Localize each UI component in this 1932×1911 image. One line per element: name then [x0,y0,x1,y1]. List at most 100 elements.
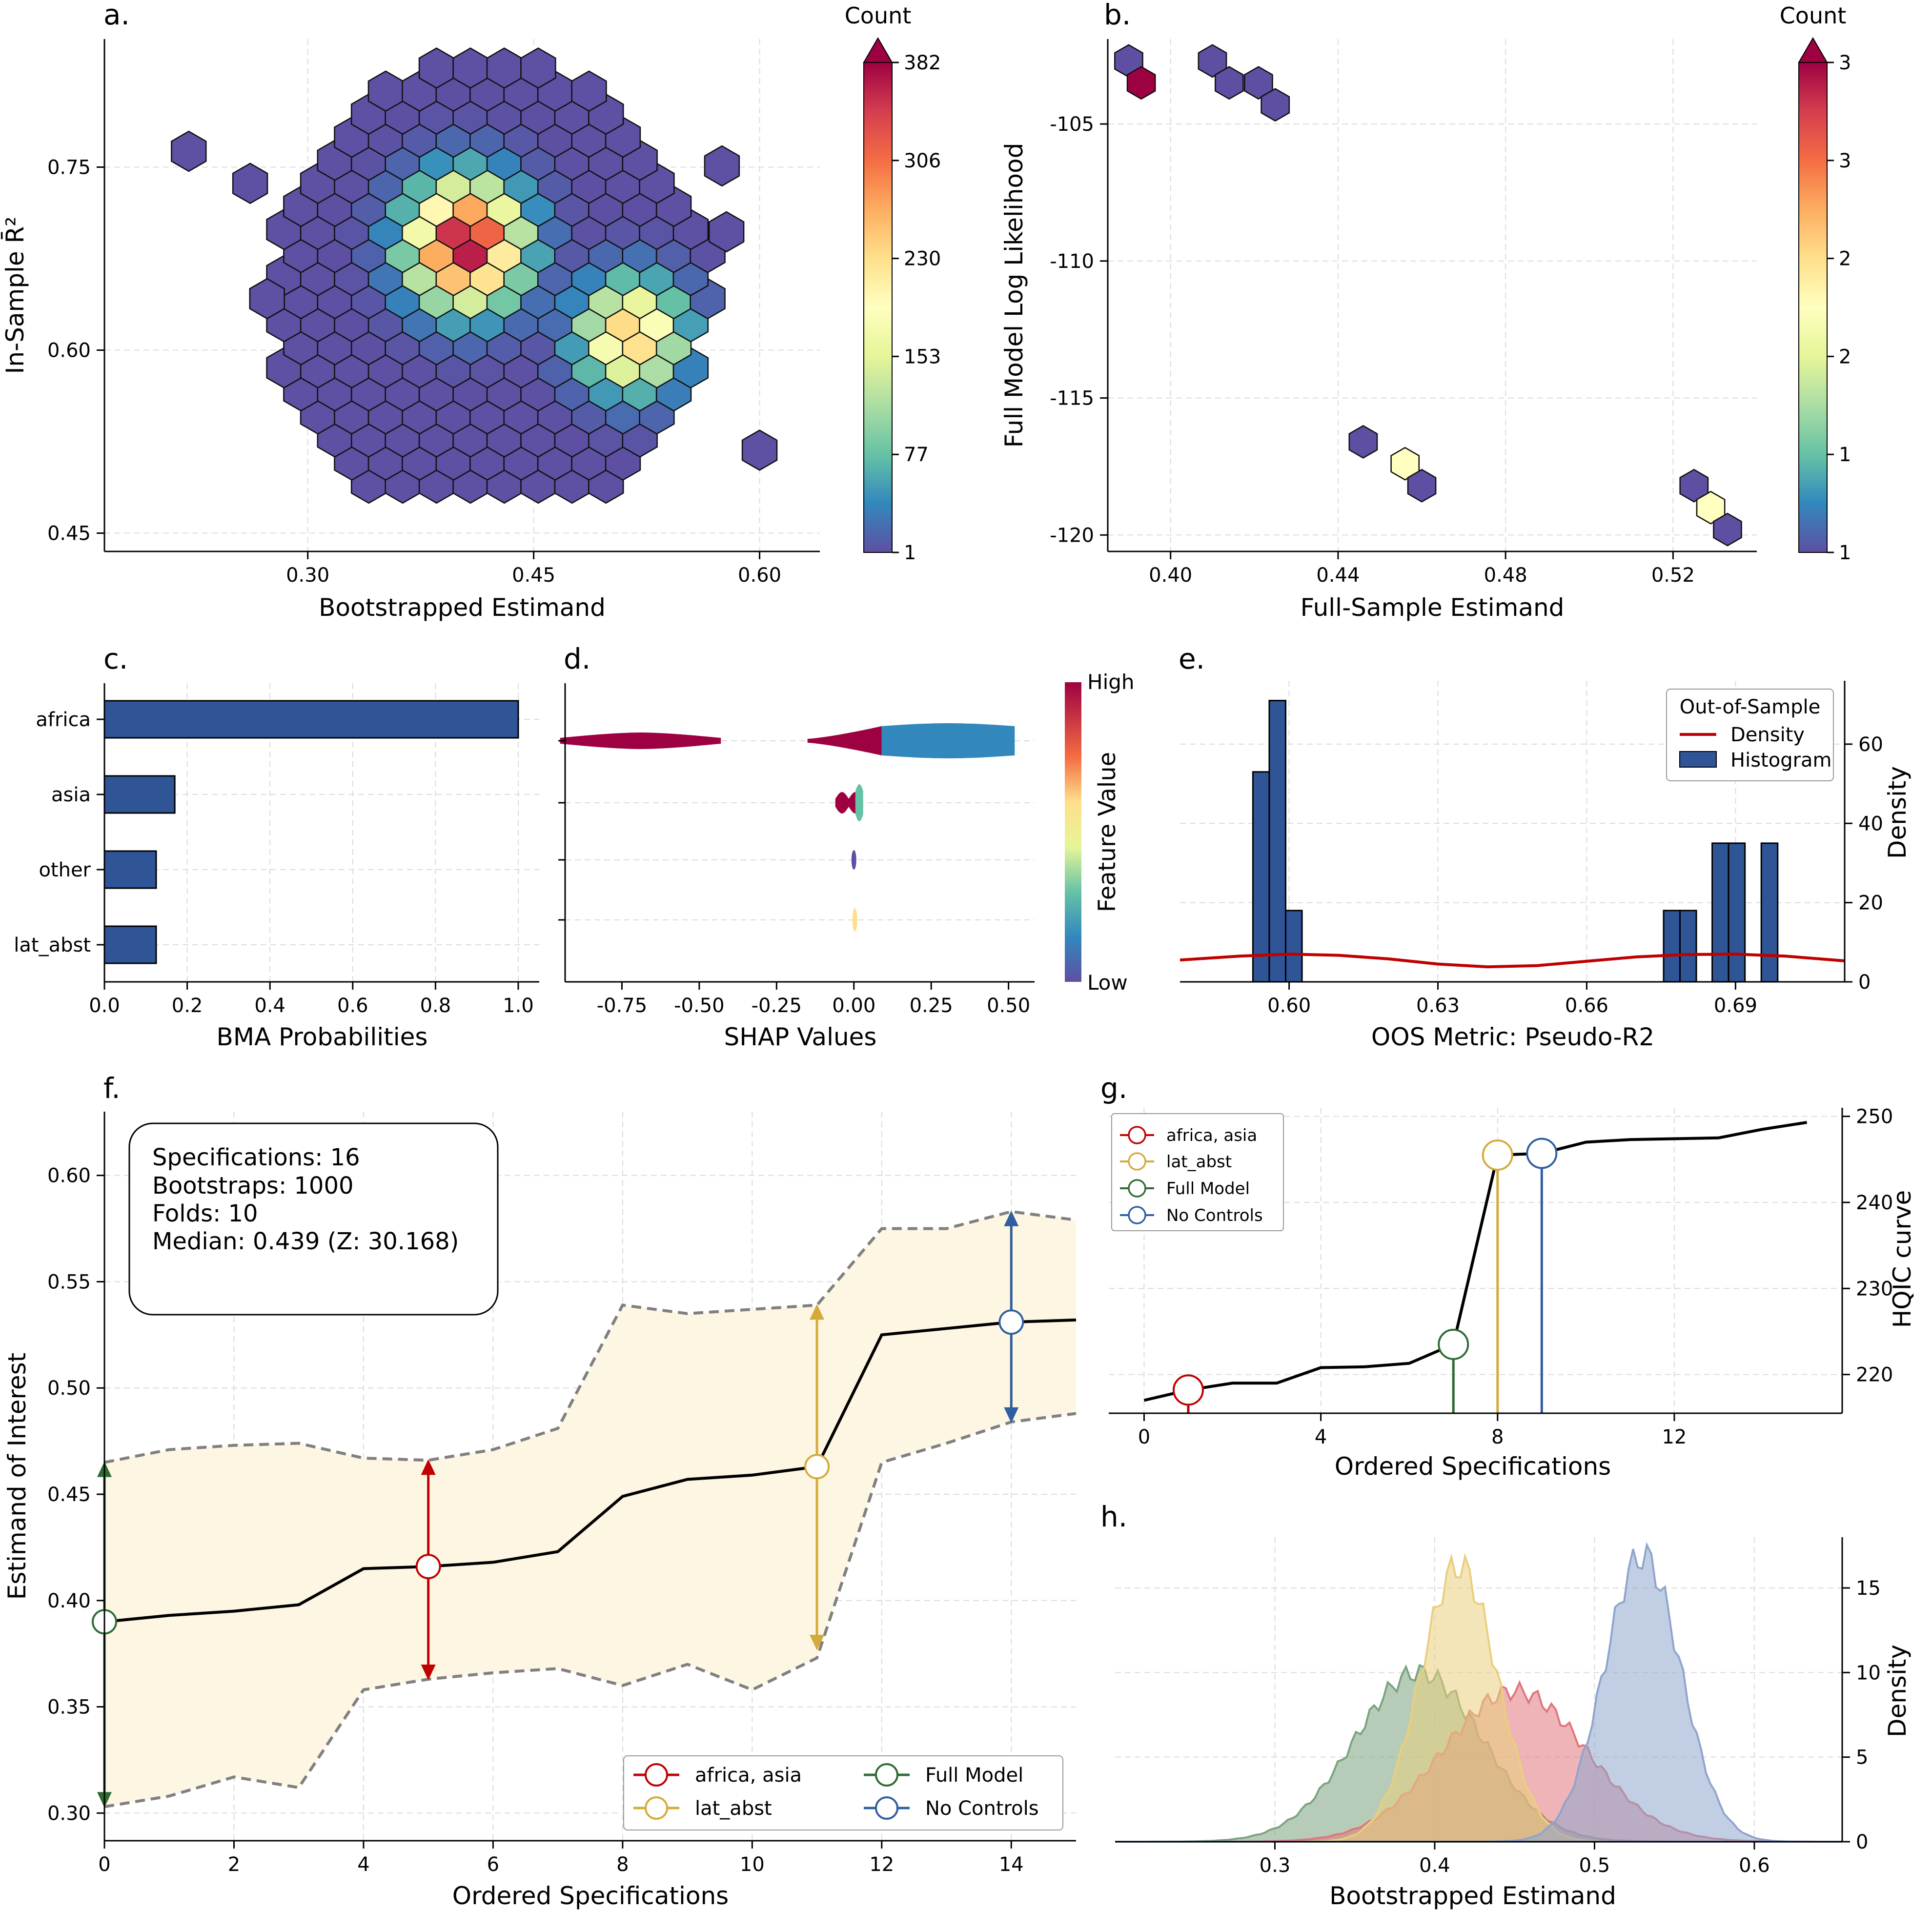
panel-d-xtick-label-1: -0.50 [674,995,725,1017]
panel-d-colorbar-label: Feature Value [1094,752,1121,912]
panel-b-ytick-label-1: -110 [1050,250,1094,273]
panel-h-ticks: 0.3 0.4 0.5 0.6 0 5 10 15 [1260,1577,1881,1877]
panel-g: g. 0 4 8 12 220 230 240 250 Ordered Specificati… [1100,1072,1916,1481]
panel-f-ytick-label-0: 0.30 [47,1802,91,1825]
panel-f-legend-africa-asia-label: africa, asia [695,1764,802,1787]
panel-c-category-label-1: asia [51,784,91,806]
panel-d-violin-africa-high-blue [881,723,1015,758]
panel-h-xtick-label-1: 0.4 [1419,1854,1450,1877]
panel-e-ytick-label-0: 0 [1858,971,1871,994]
panel-d-xtick-label-5: 0.50 [987,995,1030,1017]
panel-c-category-label-0: africa [36,709,91,731]
panel-c-bar-other [103,850,157,889]
panel-f-legend-full-model-label: Full Model [925,1764,1023,1787]
panel-c-xtick-label-3: 0.6 [337,995,368,1017]
panel-d-xtick-label-0: -0.75 [597,995,648,1017]
panel-c-xtick-label-1: 0.2 [172,995,203,1017]
panel-a-ticks: 0.30 0.45 0.60 0.45 0.60 0.75 [47,157,781,587]
panel-e-xtick-label-2: 0.66 [1565,995,1608,1017]
panel-a-hexbin-203 [249,278,285,320]
panel-g-highlight-lat-abst-marker [1482,1139,1513,1171]
panel-f-legend-no-controls: No Controls [864,1796,1039,1820]
panel-d-violin-africa-high-red [807,726,882,755]
panel-g-highlights [1172,1138,1558,1413]
panel-b-xtick-label-3: 0.52 [1651,564,1695,587]
panel-f-highlight-africa-asia-arrow-down [421,1664,436,1680]
panel-f-highlight-africa-asia-arrow-up [421,1459,436,1475]
panel-f-xtick-label-3: 6 [487,1853,499,1876]
panel-g-legend-full-model-marker [1128,1179,1146,1198]
panel-e-legend-histogram-swatch [1679,751,1717,768]
panel-g-xtick-label-2: 8 [1491,1426,1504,1448]
panel-g-legend-full-model-label: Full Model [1166,1179,1250,1199]
panel-g-highlight-africa-asia-marker [1172,1374,1204,1406]
panel-e-xtick-label-3: 0.69 [1714,995,1757,1017]
panel-b-cbar-label-4: 3 [1839,150,1851,172]
panel-f-xtick-label-2: 4 [357,1853,369,1876]
panel-f-legend-no-controls-marker [875,1796,898,1820]
panel-f-xtick-label-6: 12 [869,1853,894,1876]
panel-a-cbar-label-3: 230 [904,248,941,270]
panel-a-cbar-label-1: 77 [904,444,929,466]
panel-f-legend-full-model: Full Model [864,1763,1023,1787]
panel-f-highlight-lat-abst-arrow-up [810,1304,825,1320]
panel-f-info-box: Specifications: 16 Bootstraps: 1000 Fold… [128,1122,499,1316]
panel-b-ytick-label-3: -120 [1050,524,1094,547]
panel-b-cbar-label-1: 1 [1839,444,1851,466]
panel-h-ytick-label-2: 10 [1856,1662,1881,1684]
panel-a-colorbar-ticks: 1 77 153 230 306 382 [892,52,941,564]
panel-h-xtick-label-0: 0.3 [1260,1854,1291,1877]
panel-d-violin-asia-red [835,792,855,813]
panel-a-hexbin-197 [571,70,607,112]
panel-g-x-label: Ordered Specifications [1335,1452,1611,1481]
panel-c-bar-lat-abst [103,925,157,964]
panel-e-ticks: 0.60 0.63 0.66 0.69 0 20 40 60 [1267,733,1883,1017]
panel-a-cbar-label-0: 1 [904,542,916,564]
panel-b-colorbar-ticks: 1 1 2 2 3 3 [1827,52,1851,564]
panel-e-bin-2 [1284,910,1303,983]
panel-f-ytick-label-4: 0.50 [47,1377,91,1400]
panel-a-letter: a. [103,0,130,31]
panel-g-legend-no-controls-marker [1128,1206,1146,1224]
panel-f-xtick-label-4: 8 [616,1853,629,1876]
panel-f-legend-lat-abst-marker [645,1796,668,1820]
panel-d-ticks: -0.75 -0.50 -0.25 0.00 0.25 0.50 [558,740,1030,1017]
panel-a-cbar-label-2: 153 [904,346,941,368]
panel-a: a. 0.30 0.45 0.60 0.45 0.60 0.75 Bootstrapped… [0,0,941,622]
panel-d-colorbar-high: High [1087,670,1135,694]
panel-d-colorbar-low: Low [1087,971,1128,995]
panel-f-y-label: Estimand of Interest [3,1353,31,1600]
panel-a-colorbar-extend-arrow [863,37,893,63]
panel-g-y-label: HQIC curve [1888,1190,1916,1328]
panel-b-xtick-label-0: 0.40 [1149,564,1192,587]
panel-b-y-label: Full Model Log Likelihood [1000,143,1028,448]
panel-e-bin-7 [1760,842,1779,983]
panel-f-legend-frame [623,1755,1063,1830]
panel-e-bin-4 [1679,910,1697,983]
panel-e-legend-histogram-label: Histogram [1730,749,1832,772]
panel-d-violin-lat-abst [852,908,857,932]
panel-e-ytick-label-1: 20 [1858,892,1883,915]
panel-d-violin-other [851,850,856,870]
panel-c-bars [103,700,519,964]
panel-g-legend-no-controls: No Controls [1120,1206,1263,1225]
panel-e-bin-0 [1252,771,1270,983]
panel-f-xtick-label-7: 14 [999,1853,1024,1876]
panel-g-xtick-label-0: 0 [1138,1426,1150,1448]
panel-b-cbar-label-2: 2 [1839,346,1851,368]
panel-g-letter: g. [1100,1072,1127,1105]
panel-d-violins [560,723,1015,932]
panel-h-x-label: Bootstrapped Estimand [1329,1882,1616,1910]
panel-a-xtick-label-0: 0.30 [286,564,329,587]
panel-c-bar-asia [103,775,176,814]
panel-f-legend-africa-asia: africa, asia [633,1763,802,1787]
panel-f-ytick-label-6: 0.60 [47,1165,91,1187]
panel-d-x-label: SHAP Values [724,1023,877,1051]
panel-b: b. 0.40 0.44 0.48 0.52 -105 -110 -115 -120 Full… [1000,0,1851,622]
panel-a-hexbin-205 [741,429,778,471]
panel-f-letter: f. [103,1072,121,1105]
panel-e-density-curve [1180,953,1845,969]
panel-b-grid [1108,39,1757,551]
panel-a-x-label: Bootstrapped Estimand [319,593,606,622]
